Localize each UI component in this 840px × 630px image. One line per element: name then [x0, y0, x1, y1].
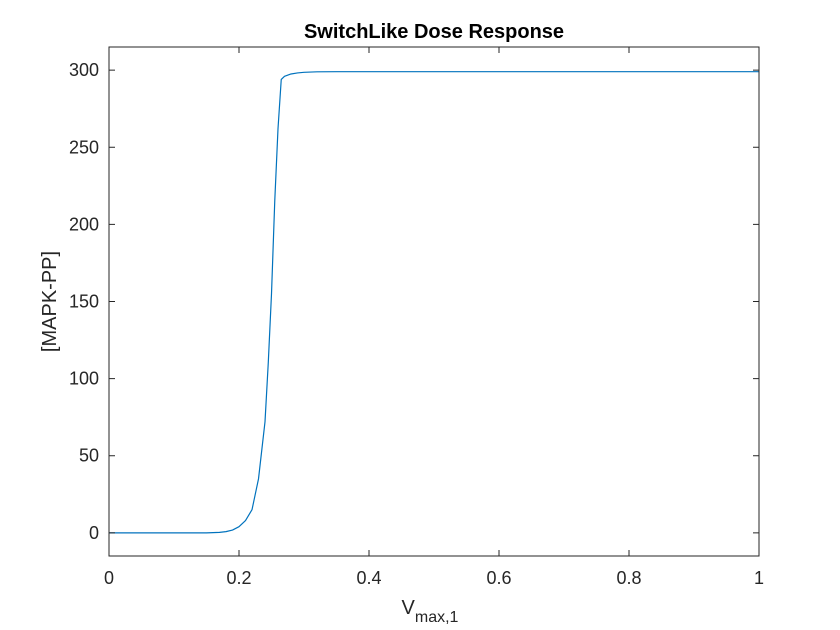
x-axis-label-main: V: [402, 597, 416, 619]
x-tick-label: 0.8: [616, 568, 641, 588]
y-tick-label: 250: [69, 137, 99, 157]
chart-title: SwitchLike Dose Response: [304, 21, 564, 43]
y-tick-label: 0: [89, 523, 99, 543]
x-tick-label: 0.4: [356, 568, 381, 588]
y-tick-label: 200: [69, 214, 99, 234]
y-axis-label-text: [MAPK-PP]: [39, 251, 61, 352]
y-tick-label: 100: [69, 369, 99, 389]
y-tick-label: 300: [69, 60, 99, 80]
x-axis-label: Vmax,1: [402, 597, 459, 626]
x-tick-label: 0.6: [486, 568, 511, 588]
x-axis-label-subscript: max,1: [415, 609, 459, 626]
y-axis: 0 50 100 150 200 250 300: [69, 60, 759, 543]
plot-area: [109, 47, 759, 556]
y-tick-label: 50: [79, 446, 99, 466]
x-axis: 0 0.2 0.4 0.6 0.8 1: [104, 47, 764, 588]
chart-title-text: SwitchLike Dose Response: [304, 21, 564, 43]
x-tick-label: 0.2: [226, 568, 251, 588]
x-tick-label: 1: [754, 568, 764, 588]
y-tick-label: 150: [69, 292, 99, 312]
x-tick-label: 0: [104, 568, 114, 588]
y-axis-label: [MAPK-PP]: [39, 251, 61, 352]
series-layer: [109, 71, 759, 534]
series-line: [109, 71, 759, 534]
